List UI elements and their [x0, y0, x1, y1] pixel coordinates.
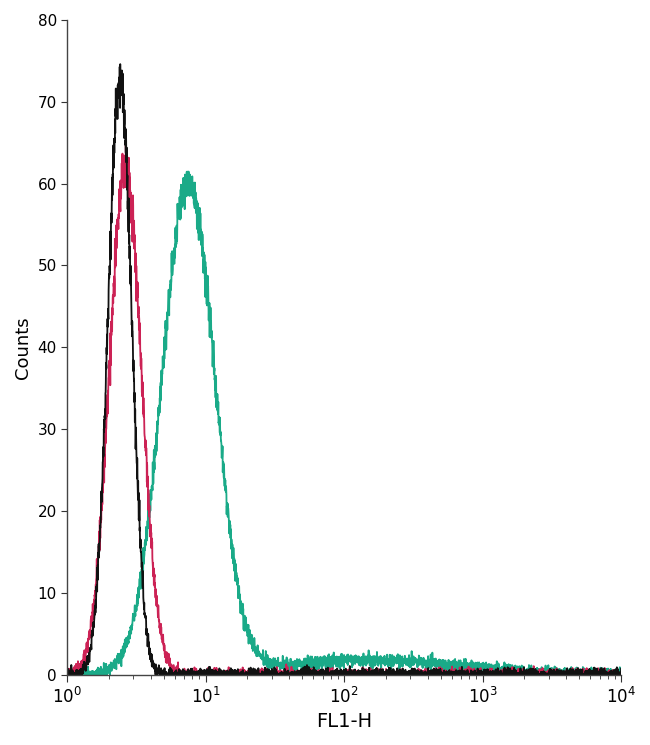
X-axis label: FL1-H: FL1-H [316, 712, 372, 731]
Y-axis label: Counts: Counts [14, 316, 32, 378]
